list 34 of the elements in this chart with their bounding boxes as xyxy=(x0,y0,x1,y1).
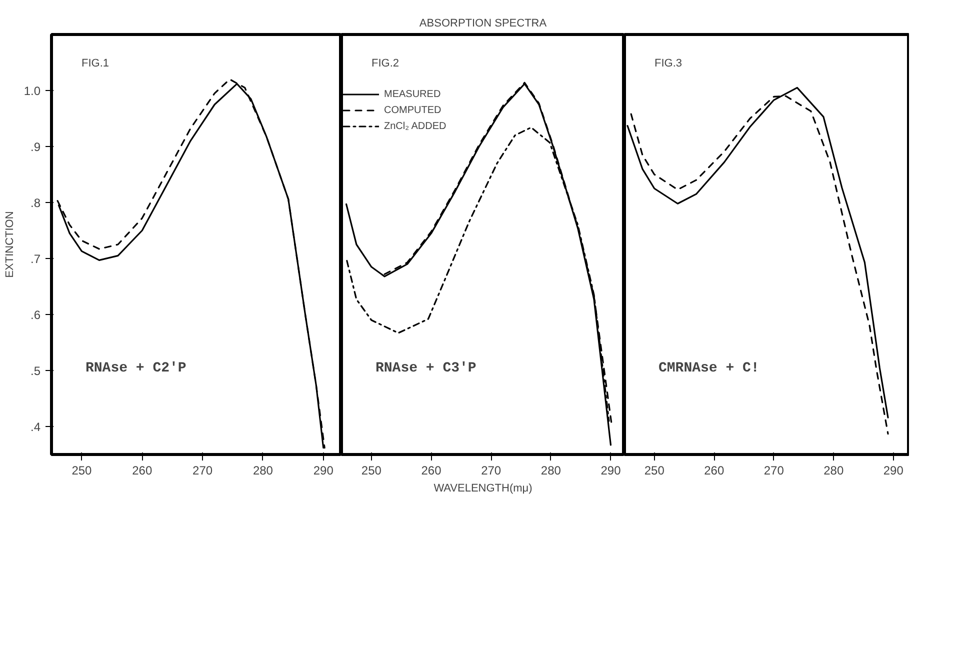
annotation: RNAse + C2'P xyxy=(86,360,186,376)
legend-label: ZnCl₂ ADDED xyxy=(384,120,446,134)
x-tick-label: 250 xyxy=(72,464,92,478)
x-tick-label: 250 xyxy=(644,464,665,478)
annotation: FIG.1 xyxy=(82,58,110,70)
x-tick-label: 280 xyxy=(824,464,844,478)
y-tick-label: .9 xyxy=(30,140,41,154)
x-axis-title: WAVELENGTH(mμ) xyxy=(434,482,532,494)
annotation: RNAse + C3'P xyxy=(376,360,476,376)
x-tick-label: 250 xyxy=(361,464,382,478)
x-tick-label: 290 xyxy=(313,464,334,478)
x-tick-label: 270 xyxy=(481,464,502,478)
x-tick-label: 260 xyxy=(421,464,442,478)
x-tick-label: 280 xyxy=(540,464,562,478)
x-tick-label: 270 xyxy=(192,464,213,478)
chart-title: ABSORPTION SPECTRA xyxy=(419,18,548,30)
y-tick-label: .8 xyxy=(30,196,41,210)
x-tick-label: 290 xyxy=(883,464,904,478)
annotation: FIG.2 xyxy=(372,58,400,70)
legend-label: COMPUTED xyxy=(384,104,442,118)
y-tick-label: .7 xyxy=(30,252,41,266)
y-tick-label: .5 xyxy=(30,364,41,378)
x-tick-label: 280 xyxy=(252,464,274,478)
y-tick-label: .6 xyxy=(30,308,41,322)
x-tick-label: 290 xyxy=(600,464,622,478)
annotation: FIG.3 xyxy=(654,58,682,70)
legend-label: MEASURED xyxy=(384,88,441,102)
y-tick-label: .4 xyxy=(30,420,41,434)
y-axis-title: EXTINCTION xyxy=(4,211,16,278)
x-tick-label: 270 xyxy=(764,464,784,478)
y-tick-label: 1.0 xyxy=(24,84,41,98)
annotation: CMRNAse + C! xyxy=(658,360,760,376)
x-tick-label: 260 xyxy=(704,464,724,478)
x-tick-label: 260 xyxy=(132,464,152,478)
